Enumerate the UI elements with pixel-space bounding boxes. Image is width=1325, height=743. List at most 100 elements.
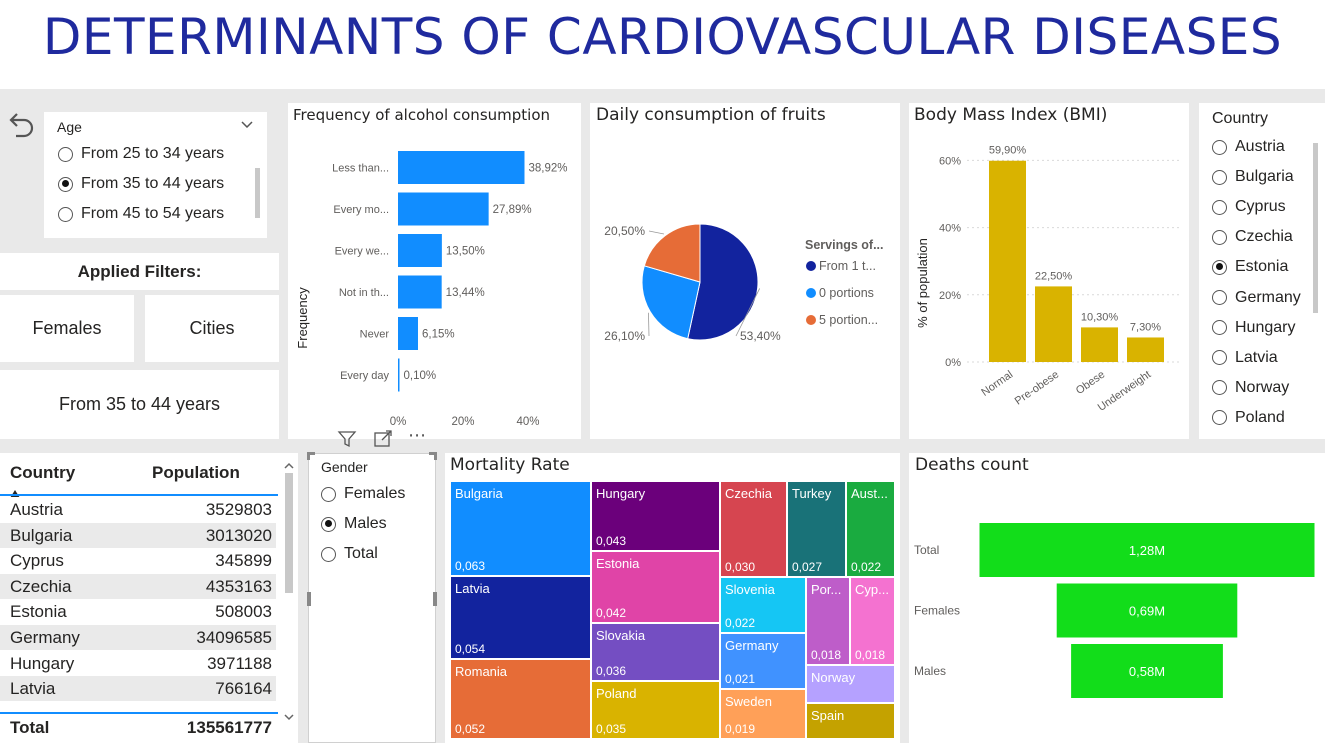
filter-icon[interactable] [337,430,357,448]
country-option-label: Hungary [1235,318,1296,336]
table-row[interactable]: Cyprus 345899 [0,548,276,574]
treemap-cell[interactable]: Slovakia 0,036 [591,623,720,681]
country-option[interactable]: Hungary [1212,319,1295,337]
applied-filters-header-card: Applied Filters: [0,253,279,290]
table-row[interactable]: Latvia 766164 [0,676,276,702]
fruits-pie-slice [643,223,701,283]
country-option-label: Austria [1235,138,1285,155]
deaths-funnel-bar [1071,644,1223,698]
table-row[interactable]: Austria 3529803 [0,497,276,522]
alcohol-category-label: Every mo... [333,204,389,216]
treemap-cell[interactable]: Czechia 0,030 [720,481,787,577]
country-option[interactable]: Poland [1212,409,1285,427]
bmi-y-tick-label: 40% [939,223,961,235]
chevron-down-icon[interactable] [240,118,254,132]
resize-handle[interactable] [433,592,437,606]
treemap-cell-value: 0,043 [596,534,627,548]
treemap-cell[interactable]: Romania 0,052 [450,659,591,739]
country-option[interactable]: Germany [1212,289,1301,307]
age-option[interactable]: From 25 to 34 years [58,145,224,163]
deaths-funnel-chart: Total 1,28M Females 0,69M Males 0,58M [914,523,1315,698]
country-option[interactable]: Latvia [1212,349,1278,367]
treemap-cell-value: 0,035 [596,722,627,736]
radio-icon [58,206,73,222]
alcohol-y-axis-label: Frequency [295,287,310,349]
radio-icon [321,486,336,502]
country-option-label: Latvia [1235,348,1278,366]
age-slicer-scrollbar[interactable] [255,168,260,218]
gender-option[interactable]: Females [321,485,405,503]
table-row[interactable]: Czechia 4353163 [0,573,276,599]
treemap-cell[interactable]: Cyp... 0,018 [850,577,895,665]
alcohol-bar [398,234,442,267]
focus-mode-icon[interactable] [373,430,393,448]
treemap-cell-value: 0,018 [811,648,842,662]
bmi-chart: Body Mass Index (BMI) % of population 0% 2… [909,103,1189,439]
alcohol-value-label: 38,92% [528,163,567,175]
scroll-up-icon[interactable] [284,458,294,469]
treemap-cell[interactable]: Hungary 0,043 [591,481,720,551]
table-row[interactable]: Germany 34096585 [0,625,276,650]
sort-ascending-icon[interactable] [10,485,20,498]
bmi-y-tick-label: 0% [945,357,961,369]
country-option-label: Norway [1235,378,1290,396]
country-option[interactable]: Czechia [1212,228,1293,246]
resize-handle[interactable] [307,452,315,460]
column-header-population[interactable]: Population [152,463,240,482]
country-option[interactable]: Bulgaria [1212,168,1294,186]
age-option[interactable]: From 45 to 54 years [58,205,224,223]
deaths-value-label: 1,28M [1129,543,1165,558]
age-slicer-header: Age [57,119,82,135]
treemap-cell-label: Norway [811,670,856,685]
radio-icon [1212,229,1227,245]
header-divider [0,494,278,496]
table-scrollbar[interactable] [285,473,293,593]
cell-country: Czechia [10,576,72,596]
alcohol-value-label: 13,44% [446,287,485,299]
treemap-cell[interactable]: Turkey 0,027 [787,481,846,577]
treemap-cell-value: 0,054 [455,642,486,656]
gender-option[interactable]: Males [321,515,387,533]
table-row[interactable]: Hungary 3971188 [0,650,276,676]
mortality-chart-title: Mortality Rate [450,455,570,475]
treemap-cell[interactable]: Sweden 0,019 [720,689,806,739]
resize-handle[interactable] [307,592,311,606]
cell-country: Bulgaria [10,525,73,545]
gender-slicer: Gender Females Males Total [307,452,437,743]
treemap-cell[interactable]: Norway [806,665,895,703]
table-row[interactable]: Estonia 508003 [0,599,276,625]
country-option[interactable]: Norway [1212,379,1289,397]
treemap-cell[interactable]: Aust... 0,022 [846,481,895,577]
country-option[interactable]: Estonia [1212,258,1288,276]
alcohol-value-label: 13,50% [446,246,485,258]
population-table: Country Population Total 135561777 Austr… [0,453,298,743]
fruits-pie-slice [641,265,701,340]
treemap-cell[interactable]: Spain [806,703,895,739]
reset-icon[interactable] [4,108,38,142]
country-option-label: Cyprus [1235,198,1286,216]
treemap-cell[interactable]: Latvia 0,054 [450,576,591,659]
country-slicer-scrollbar[interactable] [1313,143,1318,313]
alcohol-x-tick-label: 40% [516,416,539,428]
treemap-cell[interactable]: Por... 0,018 [806,577,850,665]
treemap-cell[interactable]: Poland 0,035 [591,681,720,739]
gender-option[interactable]: Total [321,545,378,563]
treemap-cell-value: 0,052 [455,722,486,736]
deaths-category-label: Males [914,664,946,678]
more-options-icon[interactable]: ⋯ [408,425,426,445]
fruits-legend-marker [806,315,816,325]
age-option[interactable]: From 35 to 44 years [58,175,224,193]
resize-handle[interactable] [429,452,437,460]
table-row[interactable]: Bulgaria 3013020 [0,522,276,548]
fruits-chart: Daily consumption of fruits 53,40% 26,10%… [590,103,900,439]
column-header-country[interactable]: Country [10,463,76,482]
country-option[interactable]: Cyprus [1212,198,1286,216]
scroll-down-icon[interactable] [284,709,294,721]
treemap-cell[interactable]: Estonia 0,042 [591,551,720,623]
country-option[interactable]: Austria [1212,138,1285,156]
alcohol-bar [398,317,418,350]
treemap-cell[interactable]: Slovenia 0,022 [720,577,806,633]
treemap-cell[interactable]: Bulgaria 0,063 [450,481,591,576]
treemap-cell[interactable]: Germany 0,021 [720,633,806,689]
fruits-legend-label: 0 portions [819,286,874,300]
